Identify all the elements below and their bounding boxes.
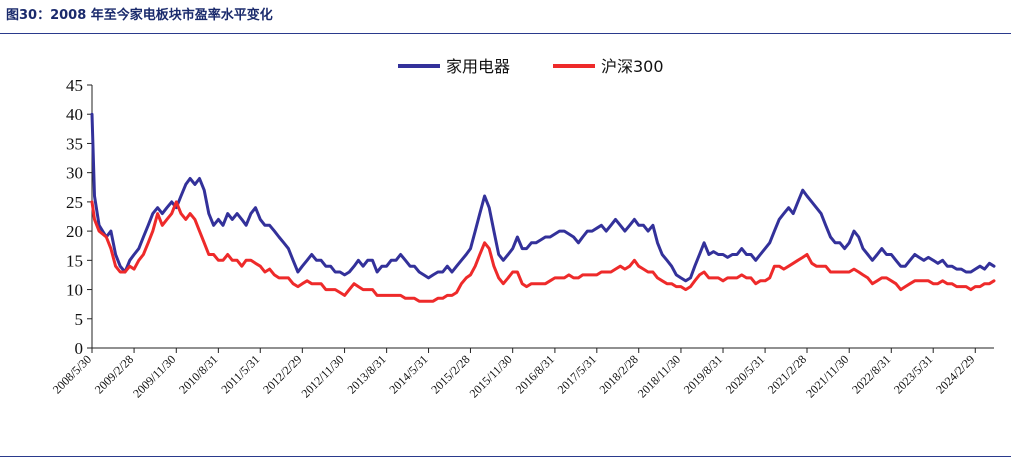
- x-tick-label: 2020/5/31: [723, 352, 767, 396]
- y-tick-label: 20: [66, 222, 83, 241]
- x-tick-label: 2009/11/30: [130, 352, 178, 400]
- y-tick-label: 5: [75, 310, 84, 329]
- y-tick-label: 25: [66, 193, 83, 212]
- x-tick-label: 2019/8/31: [681, 352, 725, 396]
- figure-title: 图30：2008 年至今家电板块市盈率水平变化: [6, 8, 273, 23]
- x-tick-label: 2023/5/31: [891, 352, 935, 396]
- series-line-2: [90, 200, 996, 303]
- y-tick-label: 40: [66, 105, 83, 124]
- legend-label-1: 家用电器: [446, 57, 510, 76]
- y-tick-label: 15: [66, 251, 83, 270]
- top-rule: [0, 33, 1011, 34]
- x-tick-label: 2011/5/31: [218, 352, 262, 396]
- x-axis: 2008/5/302009/2/282009/11/302010/8/31201…: [50, 347, 994, 400]
- y-tick-label: 10: [66, 281, 83, 300]
- x-tick-label: 2016/8/31: [513, 352, 557, 396]
- x-tick-label: 2008/5/30: [50, 352, 94, 396]
- x-tick-label: 2017/5/31: [555, 352, 599, 396]
- x-tick-label: 2018/11/30: [635, 352, 683, 400]
- bottom-rule: [0, 456, 1011, 457]
- x-tick-label: 2013/8/31: [344, 352, 388, 396]
- x-tick-label: 2022/8/31: [849, 352, 893, 396]
- x-tick-label: 2015/11/30: [467, 352, 515, 400]
- y-tick-label: 45: [66, 76, 83, 95]
- x-tick-label: 2012/11/30: [298, 352, 346, 400]
- x-tick-label: 2024/2/29: [933, 352, 977, 396]
- chart-legend: 家用电器 沪深300: [398, 57, 664, 76]
- y-axis: 0 5 10 15 20 25 30 35 40 45: [66, 76, 93, 358]
- series-line-1: [90, 112, 996, 283]
- plot-area: [90, 112, 996, 303]
- y-tick-label: 30: [66, 164, 83, 183]
- x-tick-label: 2021/11/30: [803, 352, 851, 400]
- y-tick-label: 0: [75, 339, 84, 358]
- x-tick-label: 2010/8/31: [176, 352, 220, 396]
- x-tick-label: 2014/5/31: [386, 352, 430, 396]
- y-tick-label: 35: [66, 134, 83, 153]
- legend-label-2: 沪深300: [601, 57, 664, 76]
